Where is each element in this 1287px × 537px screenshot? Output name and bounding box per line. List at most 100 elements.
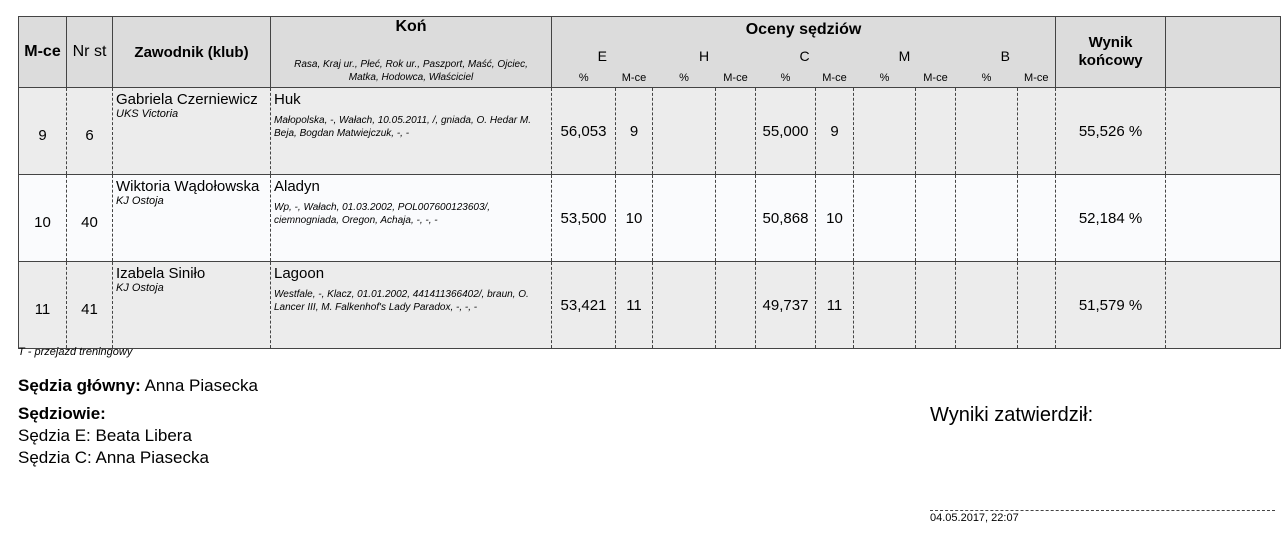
judge-h-pct (652, 87, 716, 175)
judge-c-header: C (755, 43, 854, 69)
judge-m-mce-header: M-ce (915, 69, 956, 88)
judge-m-place (915, 87, 956, 175)
horse-cell: Aladyn Wp, -, Wałach, 01.03.2002, POL0076… (270, 174, 552, 262)
rider-cell: Gabriela Czerniewicz UKS Victoria (112, 87, 271, 175)
judge-h-pct-header: % (652, 69, 716, 88)
final-label: Wynik końcowy (1078, 34, 1143, 69)
judge-b-pct (955, 87, 1018, 175)
judge-b-mce-header: M-ce (1017, 69, 1057, 88)
place: 10 (18, 174, 67, 262)
rider-club: KJ Ostoja (116, 195, 164, 207)
judge-m-pct (853, 87, 916, 175)
horse-name: Huk (274, 91, 301, 108)
rider-name: Gabriela Czerniewicz (116, 91, 258, 108)
judge-c-place: 9 (815, 87, 854, 175)
place: 11 (18, 261, 67, 349)
horse-name: Aladyn (274, 178, 320, 195)
col-rider: Zawodnik (klub) (112, 16, 271, 88)
judge-b-pct (955, 174, 1018, 262)
horse-cell: Lagoon Westfale, -, Klacz, 01.01.2002, 44… (270, 261, 552, 349)
judges-list: Sędziowie: Sędzia E: Beata Libera Sędzia… (18, 403, 209, 469)
judge-e-place: 10 (615, 174, 653, 262)
judge-e-mce-header: M-ce (615, 69, 653, 88)
judge-h-place (715, 261, 756, 349)
horse-title: Koń (395, 18, 427, 35)
extra-cell (1165, 261, 1282, 349)
training-note: T - przejazd treningowy (18, 346, 133, 358)
judge-e-pct: 53,500 (551, 174, 616, 262)
horse-subtitle: Rasa, Kraj ur., Płeć, Rok ur., Paszport,… (294, 59, 528, 83)
extra-cell (1165, 174, 1282, 262)
final-score: 55,526 % (1055, 87, 1167, 175)
rider-cell: Wiktoria Wądołowska KJ Ostoja (112, 174, 271, 262)
col-extra (1165, 16, 1282, 88)
extra-cell (1165, 87, 1282, 175)
judge-b-place (1016, 261, 1057, 349)
judge-b-place (1016, 87, 1057, 175)
judge-m-pct-header: % (853, 69, 916, 88)
judge-h-mce-header: M-ce (715, 69, 756, 88)
judge-b-place (1016, 174, 1057, 262)
print-date: 04.05.2017, 22:07 (930, 512, 1019, 524)
results-table: M-ce Nr st Zawodnik (klub) Koń Rasa, Kra… (18, 16, 1282, 349)
judge-m-pct (853, 174, 916, 262)
judge-e: Sędzia E: Beata Libera (18, 426, 192, 445)
rider-name: Wiktoria Wądołowska (116, 178, 260, 195)
chief-judge-name: Anna Piasecka (144, 376, 258, 395)
judge-c-pct: 49,737 (755, 261, 816, 349)
horse-details: Małopolska, -, Wałach, 10.05.2011, /, gn… (274, 115, 531, 139)
judge-m-header: M (853, 43, 956, 69)
judge-e-place: 9 (615, 87, 653, 175)
judge-c-place: 11 (815, 261, 854, 349)
rider-cell: Izabela Siniło KJ Ostoja (112, 261, 271, 349)
judge-h-pct (652, 261, 716, 349)
judge-e-pct: 53,421 (551, 261, 616, 349)
judge-m-place (915, 174, 956, 262)
final-score: 51,579 % (1055, 261, 1167, 349)
judge-b-pct (955, 261, 1018, 349)
judge-e-place: 11 (615, 261, 653, 349)
judge-h-place (715, 174, 756, 262)
col-horse: Koń Rasa, Kraj ur., Płeć, Rok ur., Paszp… (270, 16, 552, 88)
table-row: 10 40 Wiktoria Wądołowska KJ Ostoja Alady… (18, 174, 1282, 262)
table-row: 9 6 Gabriela Czerniewicz UKS Victoria Huk… (18, 87, 1282, 175)
judge-e-pct: 56,053 (551, 87, 616, 175)
judge-b-header: B (955, 43, 1057, 69)
judge-c-pct-header: % (755, 69, 816, 88)
place: 9 (18, 87, 67, 175)
rider-name: Izabela Siniło (116, 265, 206, 282)
judge-h-header: H (652, 43, 756, 69)
judge-c-place: 10 (815, 174, 854, 262)
col-judges: Oceny sędziów (550, 16, 1057, 43)
table-row: 11 41 Izabela Siniło KJ Ostoja Lagoon West… (18, 261, 1282, 349)
horse-details: Westfale, -, Klacz, 01.01.2002, 44141136… (274, 289, 529, 313)
horse-name: Lagoon (274, 265, 325, 282)
judge-e-header: E (551, 43, 653, 69)
rider-club: UKS Victoria (116, 108, 179, 120)
signature-line (930, 510, 1275, 511)
chief-judge: Sędzia główny: Anna Piasecka (18, 376, 258, 396)
rider-club: KJ Ostoja (116, 282, 164, 294)
judge-c-pct: 50,868 (755, 174, 816, 262)
chief-judge-label: Sędzia główny: (18, 376, 141, 395)
judge-c: Sędzia C: Anna Piasecka (18, 448, 209, 467)
col-place: M-ce (18, 16, 67, 88)
col-final: Wynik końcowy (1055, 16, 1167, 88)
judge-c-mce-header: M-ce (815, 69, 854, 88)
start-no: 40 (66, 174, 113, 262)
horse-details: Wp, -, Wałach, 01.03.2002, POL0076001236… (274, 202, 491, 226)
judge-h-place (715, 87, 756, 175)
judge-h-pct (652, 174, 716, 262)
col-start-no: Nr st (66, 16, 113, 88)
judge-c-pct: 55,000 (755, 87, 816, 175)
judge-e-pct-header: % (551, 69, 616, 88)
start-no: 41 (66, 261, 113, 349)
judge-m-pct (853, 261, 916, 349)
start-no: 6 (66, 87, 113, 175)
judge-b-pct-header: % (955, 69, 1018, 88)
horse-cell: Huk Małopolska, -, Wałach, 10.05.2011, /,… (270, 87, 552, 175)
final-score: 52,184 % (1055, 174, 1167, 262)
judge-m-place (915, 261, 956, 349)
judges-label: Sędziowie: (18, 404, 106, 423)
approved-by-label: Wyniki zatwierdził: (930, 404, 1094, 426)
